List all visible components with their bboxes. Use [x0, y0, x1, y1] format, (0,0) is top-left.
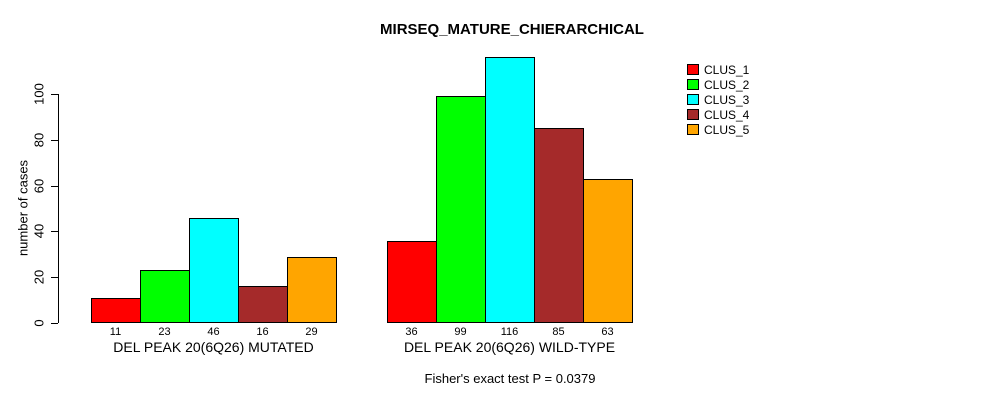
- y-axis-title: number of cases: [15, 159, 31, 257]
- bar-clus_1-group1: [91, 297, 141, 323]
- bar-value-label: 23: [158, 326, 171, 338]
- y-axis-tick: [51, 277, 58, 279]
- bar-clus_4-group1: [238, 286, 288, 323]
- y-axis-tick-label: 100: [31, 83, 47, 105]
- y-axis-tick-label: 20: [31, 269, 47, 285]
- bar-value-label: 85: [552, 326, 565, 338]
- chart-title: MIRSEQ_MATURE_CHIERARCHICAL: [380, 21, 644, 38]
- y-axis-tick-label: 40: [31, 224, 47, 239]
- y-axis-tick: [51, 185, 58, 187]
- bar-value-label: 36: [405, 326, 418, 338]
- legend-label: CLUS_3: [704, 92, 750, 107]
- legend-label: CLUS_5: [704, 122, 750, 137]
- y-axis-tick: [51, 231, 58, 233]
- bar-clus_5-group1: [287, 256, 337, 323]
- y-axis-tick: [51, 139, 58, 141]
- legend-label: CLUS_2: [704, 77, 750, 92]
- bar-value-label: 116: [500, 326, 519, 338]
- bar-value-label: 16: [256, 326, 269, 338]
- legend-item-clus_4: CLUS_4: [687, 107, 749, 122]
- bar-clus_2-group1: [140, 270, 190, 323]
- y-axis-line: [58, 94, 59, 323]
- bar-value-label: 46: [207, 326, 220, 338]
- bar-clus_5-group2: [583, 178, 633, 323]
- bar-value-label: 63: [601, 326, 614, 338]
- y-axis-tick-label: 80: [31, 132, 47, 148]
- legend-swatch: [687, 124, 699, 135]
- bar-clus_2-group2: [436, 96, 486, 323]
- y-axis-tick-label: 60: [31, 178, 47, 193]
- legend-item-clus_1: CLUS_1: [687, 62, 749, 77]
- x-group-label: DEL PEAK 20(6Q26) MUTATED: [113, 339, 314, 355]
- bar-clus_3-group2: [485, 57, 535, 323]
- legend-item-clus_2: CLUS_2: [687, 77, 749, 92]
- y-axis-tick-label: 0: [31, 319, 47, 327]
- y-axis-tick: [51, 323, 58, 324]
- bar-clus_4-group2: [534, 128, 584, 323]
- fisher-test-annotation: Fisher's exact test P = 0.0379: [424, 371, 596, 386]
- legend: CLUS_1 CLUS_2 CLUS_3 CLUS_4 CLUS_5: [687, 62, 749, 137]
- bar-clus_1-group2: [387, 240, 437, 323]
- legend-swatch: [687, 94, 699, 105]
- y-axis-tick: [51, 94, 58, 95]
- legend-item-clus_5: CLUS_5: [687, 122, 749, 137]
- bar-clus_3-group1: [189, 217, 239, 323]
- legend-label: CLUS_4: [704, 107, 750, 122]
- legend-swatch: [687, 79, 699, 90]
- bar-value-label: 29: [305, 326, 318, 338]
- legend-swatch: [687, 64, 699, 75]
- legend-label: CLUS_1: [704, 62, 750, 77]
- legend-item-clus_3: CLUS_3: [687, 92, 749, 107]
- x-group-label: DEL PEAK 20(6Q26) WILD-TYPE: [403, 339, 616, 355]
- bar-value-label: 11: [109, 326, 122, 338]
- bar-value-label: 99: [454, 326, 467, 338]
- legend-swatch: [687, 109, 699, 120]
